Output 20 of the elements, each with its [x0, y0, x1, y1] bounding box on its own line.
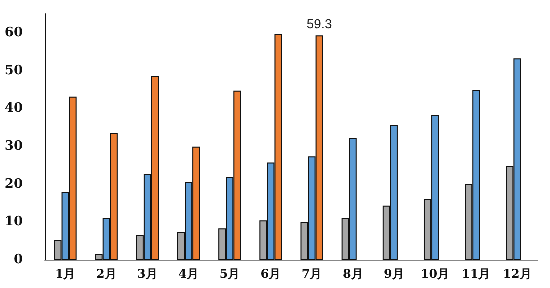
x-tick-label: 5月	[220, 267, 240, 281]
x-tick-label: 12月	[503, 267, 532, 281]
x-tick-label: 2月	[96, 267, 117, 281]
x-tick-label: 6月	[260, 267, 282, 281]
y-tick-label: 20	[4, 176, 23, 192]
data-label: 59.3	[306, 16, 332, 32]
x-tick-label: 9月	[384, 267, 404, 281]
x-tick-label: 3月	[138, 267, 158, 281]
x-tick-label: 8月	[342, 267, 364, 281]
y-tick-label: 10	[4, 214, 23, 230]
y-tick-label: 60	[4, 25, 23, 40]
y-tick-label: 30	[4, 138, 23, 154]
x-tick-label: 1月	[55, 267, 76, 281]
x-tick-label: 7月	[302, 267, 322, 281]
y-tick-label: 50	[4, 63, 23, 78]
y-tick-label: 40	[4, 101, 23, 116]
x-tick-label: 10月	[420, 267, 450, 281]
x-tick-label: 11月	[462, 267, 491, 281]
y-tick-label: 0	[14, 252, 23, 268]
x-tick-label: 4月	[178, 267, 199, 281]
